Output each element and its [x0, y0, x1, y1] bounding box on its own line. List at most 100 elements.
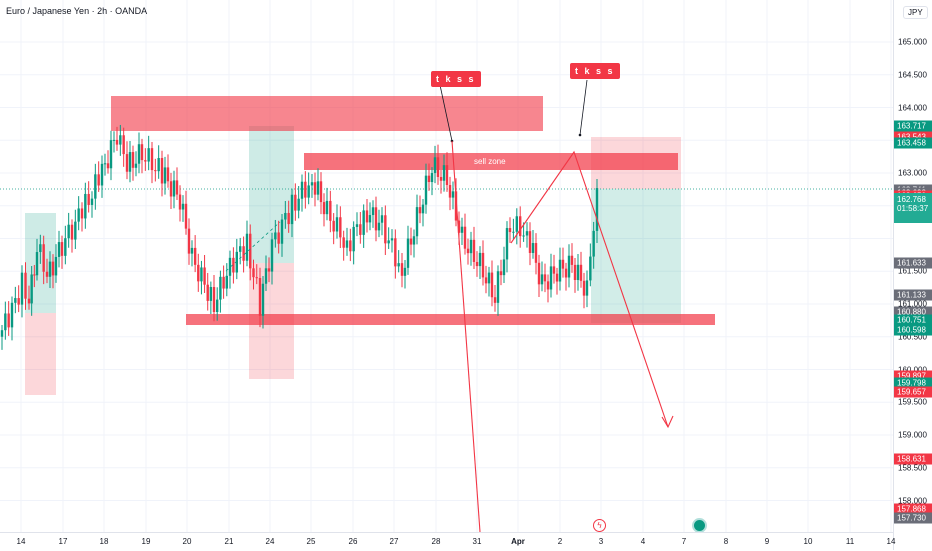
candle-body [451, 191, 455, 198]
candle-body [216, 299, 219, 312]
sell-zone [304, 153, 678, 170]
candle-body [54, 256, 58, 276]
candle-body [131, 152, 135, 168]
candle-body [115, 139, 119, 145]
candle-body [349, 240, 352, 252]
candle-body [67, 224, 70, 239]
candle-body [30, 274, 33, 304]
candle-body [457, 220, 461, 233]
candle-body [80, 208, 84, 219]
candle-body [261, 283, 265, 316]
time-tick: 4 [640, 537, 646, 546]
event-marker-icon[interactable] [692, 518, 707, 532]
candle-body [427, 175, 431, 183]
candle-body [60, 242, 64, 256]
chart-plot-area[interactable]: Euro / Japanese Yen · 2h · OANDA t k s s… [0, 0, 893, 532]
currency-button[interactable]: JPY [903, 6, 928, 19]
candle-body [374, 207, 378, 231]
candle-body [570, 255, 574, 265]
candle-body [35, 252, 39, 276]
candle-body [582, 280, 586, 296]
candle-body [342, 237, 345, 248]
candle-body [433, 157, 437, 174]
candle-body [280, 219, 284, 244]
lightning-icon[interactable]: ϟ [593, 519, 606, 532]
candle-body [445, 165, 449, 186]
candle-body [499, 271, 503, 276]
candle-body [345, 240, 349, 248]
candle-body [294, 194, 297, 211]
candle-body [169, 181, 173, 197]
symbol-title[interactable]: Euro / Japanese Yen · 2h · OANDA [6, 6, 148, 16]
candle-body [540, 274, 544, 285]
candle-body [325, 200, 329, 215]
time-tick: 25 [306, 537, 316, 546]
candle-body [249, 233, 252, 269]
candle-body [368, 215, 372, 223]
candle-body [225, 275, 228, 289]
candle-body [197, 264, 200, 282]
time-tick: 20 [182, 537, 192, 546]
price-label: 157.730 [894, 512, 932, 524]
candle-body [147, 148, 150, 162]
price-tick: 163.000 [898, 168, 927, 178]
candle-body [4, 313, 7, 331]
time-tick: 24 [265, 537, 275, 546]
candle-body [508, 228, 512, 233]
candle-body [397, 263, 400, 267]
candle-body [200, 267, 203, 282]
time-tick: 14 [886, 537, 896, 546]
candle-body [316, 181, 320, 195]
annotation-tag-2[interactable]: t k s s [570, 63, 620, 79]
candle-body [14, 298, 17, 303]
candle-body [579, 264, 583, 281]
candle-body [415, 207, 419, 237]
candle-body [512, 231, 515, 233]
candle-body [193, 247, 197, 265]
price-label: 160.598 [894, 324, 932, 336]
arrow-head [661, 415, 674, 429]
candle-body [150, 148, 154, 171]
candle-body [567, 255, 571, 278]
annotation-tag-1[interactable]: t k s s [431, 71, 481, 87]
price-tick: 160.000 [898, 365, 927, 374]
candle-body [228, 257, 232, 276]
price-label: 161.633 [894, 257, 932, 269]
candle-body [45, 271, 49, 277]
price-label: 158.631 [894, 453, 932, 465]
candle-body [390, 238, 394, 241]
time-tick: 17 [58, 537, 68, 546]
price-axis[interactable]: 165.000 164.500 164.000 163.000 161.500 161.0… [893, 0, 932, 550]
candle-body [484, 277, 488, 284]
price-tick: 158.000 [898, 496, 927, 505]
price-label: 159.657 [894, 386, 932, 398]
candle-body [39, 244, 42, 253]
candle-body [490, 272, 494, 298]
candle-body [406, 238, 410, 268]
candle-body [555, 273, 559, 282]
price-label: 160.880 [894, 306, 932, 318]
time-axis[interactable]: 14 17 18 19 20 21 24 25 26 27 28 31 Apr 2 3 4 7 8 9 10 11 14 [0, 532, 896, 551]
candle-body [160, 158, 164, 184]
candle-body [421, 204, 425, 214]
candle-body [469, 239, 473, 254]
candle-body [515, 216, 518, 232]
candle-body [304, 181, 307, 198]
candle-body [277, 232, 280, 244]
candle-body [387, 240, 390, 244]
candle-body [163, 167, 167, 184]
candle-body [384, 215, 387, 244]
candle-body [184, 203, 188, 229]
candle-body [100, 163, 104, 186]
candle-body [394, 238, 397, 267]
candle-body [0, 330, 4, 337]
candle-body [362, 210, 365, 235]
candle-body [403, 267, 407, 276]
candle-body [573, 264, 577, 281]
price-chart[interactable] [0, 0, 893, 532]
candle-body [235, 251, 238, 273]
candle-body [329, 200, 332, 221]
candle-body [528, 231, 532, 253]
candle-body [439, 176, 443, 181]
candle-body [134, 163, 138, 168]
